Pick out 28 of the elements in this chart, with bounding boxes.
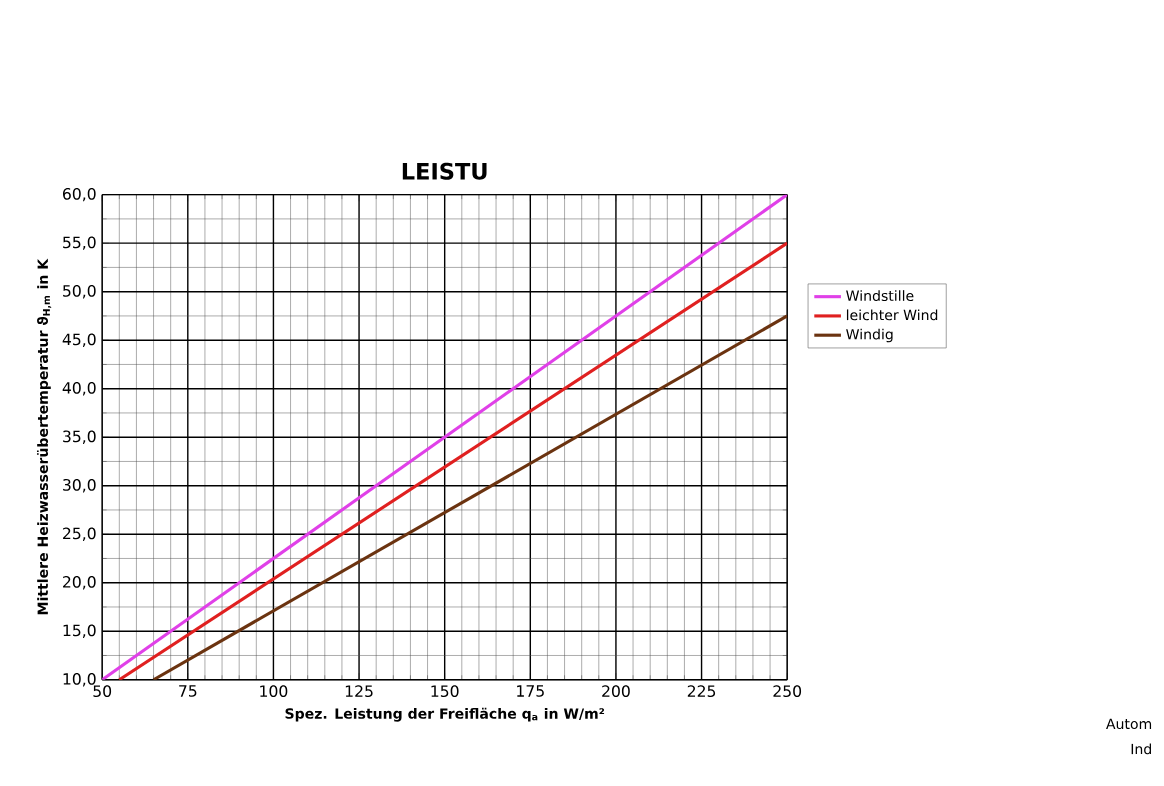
legend-label: Windstille	[846, 289, 914, 301]
x-tick-label: 225	[687, 685, 716, 697]
y-tick-label: 40,0	[62, 381, 96, 396]
y-tick-label: 50,0	[63, 284, 96, 299]
x-axis-title: Spez. Leistung der Freifläche q$_{a}$ in W/m²	[285, 707, 605, 722]
y-tick-label: 30,0	[63, 478, 96, 493]
legend-label: Windig	[846, 328, 893, 343]
x-tick-label: 250	[773, 685, 802, 697]
y-tick-label: 10,0	[63, 672, 96, 687]
y-tick-label: 35,0	[63, 430, 96, 444]
y-tick-label: 20,0	[63, 575, 96, 590]
x-tick-label: 75	[179, 685, 197, 697]
chart-title: LEISTU	[402, 162, 487, 180]
x-tick-label: 50	[93, 685, 112, 697]
y-tick-label: 25,0	[63, 527, 96, 541]
y-axis-title: Mittlere Heizwasserübertemperatur ϑ$_{H,m}$ in K	[36, 258, 52, 615]
y-tick-label: 15,0	[63, 624, 96, 638]
y-tick-label: 45,0	[62, 333, 96, 347]
x-tick-label: 175	[517, 685, 544, 697]
y-tick-label: 60,0	[63, 187, 96, 202]
text: Ind	[1131, 743, 1151, 755]
x-tick-label: 150	[431, 685, 459, 697]
x-tick-label: 100	[260, 685, 288, 697]
y-tick-label: 55,0	[63, 236, 96, 250]
legend-label: leichter Wind	[846, 309, 938, 321]
x-tick-label: 200	[602, 685, 630, 697]
text: Autom	[1106, 718, 1152, 729]
x-tick-label: 125	[345, 685, 373, 697]
